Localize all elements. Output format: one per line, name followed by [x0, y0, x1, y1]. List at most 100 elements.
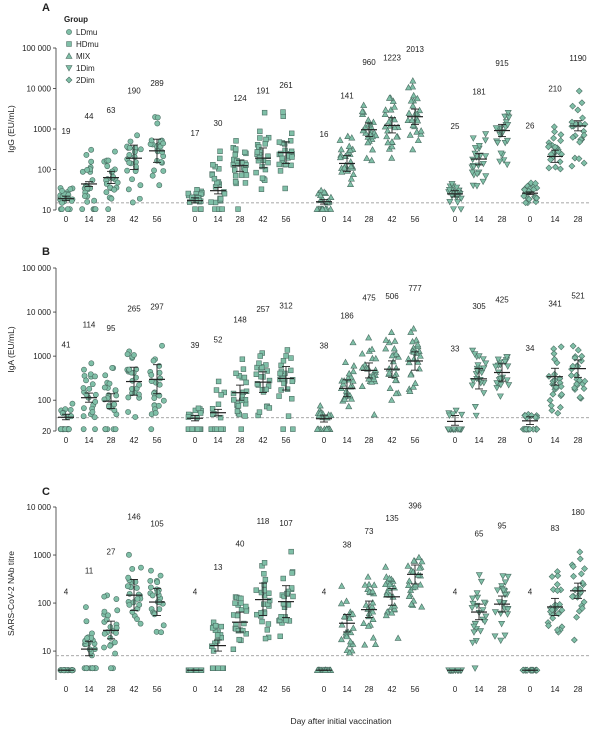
- data-point: [259, 364, 265, 371]
- data-point: [337, 635, 345, 643]
- data-point: [574, 106, 582, 114]
- data-point: [66, 426, 72, 433]
- data-point: [101, 593, 108, 600]
- data-point: [482, 173, 490, 180]
- data-point: [410, 557, 418, 564]
- data-point: [470, 164, 478, 171]
- data-point: [390, 345, 398, 352]
- gmt-annotation: 114: [83, 321, 96, 330]
- data-point: [111, 186, 118, 193]
- data-point: [546, 396, 554, 404]
- data-point: [89, 665, 96, 672]
- data-point: [495, 599, 504, 606]
- data-point: [569, 362, 577, 370]
- x-tick-label: 0: [528, 685, 533, 694]
- data-point: [256, 144, 262, 150]
- data-point: [59, 187, 65, 194]
- data-point: [365, 121, 373, 128]
- gmt-annotation: 33: [451, 344, 460, 353]
- gmt-annotation: 341: [548, 300, 562, 309]
- x-tick-label: 28: [574, 685, 583, 694]
- data-point: [156, 392, 163, 399]
- data-point: [469, 156, 477, 164]
- data-point: [257, 135, 263, 141]
- data-point: [108, 665, 114, 672]
- legend-marker-2dim: [65, 76, 73, 84]
- data-point: [409, 145, 417, 153]
- data-point: [92, 391, 99, 398]
- group-mix: 16 141 960 1223 2013: [313, 45, 425, 212]
- data-point: [341, 395, 349, 402]
- data-point: [494, 356, 502, 363]
- data-point: [545, 164, 553, 172]
- data-point: [137, 620, 144, 627]
- x-tick-label: 56: [411, 685, 420, 694]
- panel-c: C 10 100 1000 10 000 SARS-CoV-2 NAb titre 0 14 2…: [6, 486, 590, 694]
- data-point: [345, 142, 353, 149]
- data-point: [232, 600, 238, 606]
- x-tick-label: 0: [322, 436, 327, 445]
- data-point: [370, 411, 378, 418]
- data-point: [258, 186, 265, 192]
- data-point: [385, 574, 393, 582]
- data-point: [479, 356, 487, 363]
- data-point: [185, 414, 192, 420]
- data-point: [277, 168, 284, 174]
- data-point: [414, 136, 422, 144]
- data-point: [218, 392, 224, 398]
- data-point: [573, 613, 580, 621]
- data-point: [147, 578, 154, 584]
- data-point: [238, 595, 244, 602]
- data-point: [133, 374, 139, 381]
- x-tick-label: 56: [153, 685, 162, 694]
- x-tick-label: 0: [453, 685, 458, 694]
- data-point: [126, 551, 132, 558]
- data-point: [570, 572, 577, 580]
- x-tick-label: 28: [498, 436, 507, 445]
- data-point: [550, 134, 557, 142]
- data-point: [364, 622, 372, 629]
- data-point: [92, 398, 99, 405]
- data-point: [494, 139, 502, 147]
- data-point: [233, 138, 239, 144]
- data-point: [148, 137, 155, 144]
- data-point: [197, 410, 204, 416]
- gmt-annotation: 38: [320, 342, 329, 351]
- x-tick-label: 42: [259, 215, 268, 224]
- data-point: [148, 372, 155, 378]
- legend-label-mix: MIX: [76, 52, 91, 61]
- data-point: [501, 632, 509, 639]
- data-point: [369, 587, 377, 594]
- data-point: [382, 563, 390, 570]
- data-point: [527, 179, 535, 187]
- x-tick-label: 28: [365, 685, 374, 694]
- data-point: [475, 353, 483, 360]
- data-point: [409, 83, 417, 90]
- data-point: [134, 595, 141, 602]
- data-point: [471, 145, 479, 152]
- data-point: [547, 402, 555, 410]
- data-point: [480, 599, 488, 607]
- data-point: [154, 120, 161, 127]
- data-point: [340, 612, 348, 620]
- data-point: [136, 601, 143, 608]
- gmt-annotation: 95: [107, 324, 116, 333]
- data-point: [448, 181, 456, 188]
- data-point: [107, 642, 113, 649]
- data-point: [283, 353, 289, 359]
- x-tick-label: 0: [528, 215, 533, 224]
- data-point: [278, 362, 284, 369]
- data-point: [209, 643, 215, 649]
- data-point: [337, 145, 345, 153]
- data-point: [259, 387, 266, 393]
- data-point: [346, 146, 354, 153]
- data-point: [105, 157, 112, 164]
- data-point: [232, 152, 238, 158]
- data-point: [567, 372, 575, 379]
- data-point: [482, 360, 490, 367]
- data-point: [133, 585, 140, 591]
- data-point: [148, 567, 154, 574]
- data-point: [138, 564, 144, 571]
- data-point: [241, 374, 248, 381]
- data-point: [210, 665, 216, 671]
